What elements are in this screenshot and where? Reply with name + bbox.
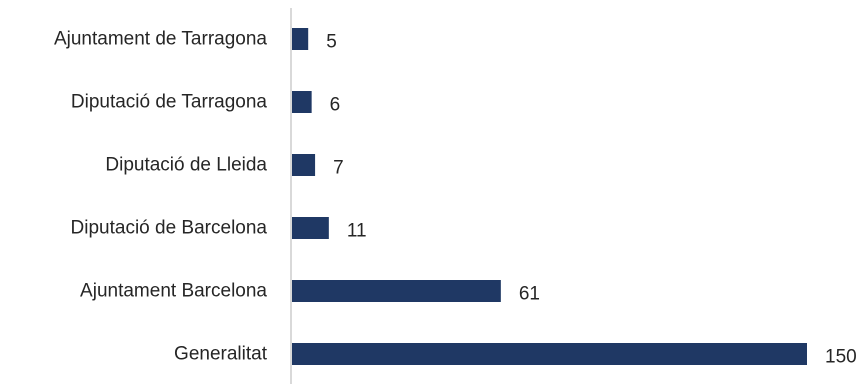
category-label: Diputació de Tarragona (71, 92, 268, 113)
category-label: Ajuntament Barcelona (80, 281, 267, 302)
bars-layer (291, 28, 807, 365)
value-label: 150 (825, 347, 857, 368)
value-label: 61 (519, 284, 540, 305)
bar (291, 28, 309, 50)
bar (291, 343, 807, 365)
category-label: Diputació de Barcelona (71, 218, 268, 239)
bar (291, 280, 501, 302)
bar (291, 154, 316, 176)
value-label: 11 (347, 221, 367, 242)
value-label: 7 (333, 158, 344, 179)
bar (291, 91, 312, 113)
category-label: Ajuntament de Tarragona (54, 29, 267, 50)
category-label: Diputació de Lleida (105, 155, 267, 176)
value-label: 5 (326, 32, 337, 53)
value-label: 6 (330, 95, 341, 116)
value-labels: 5 6 7 11 61 150 (326, 32, 857, 368)
category-labels: Ajuntament de Tarragona Diputació de Tarr… (54, 29, 268, 365)
category-label: Generalitat (174, 344, 268, 365)
bar (291, 217, 329, 239)
